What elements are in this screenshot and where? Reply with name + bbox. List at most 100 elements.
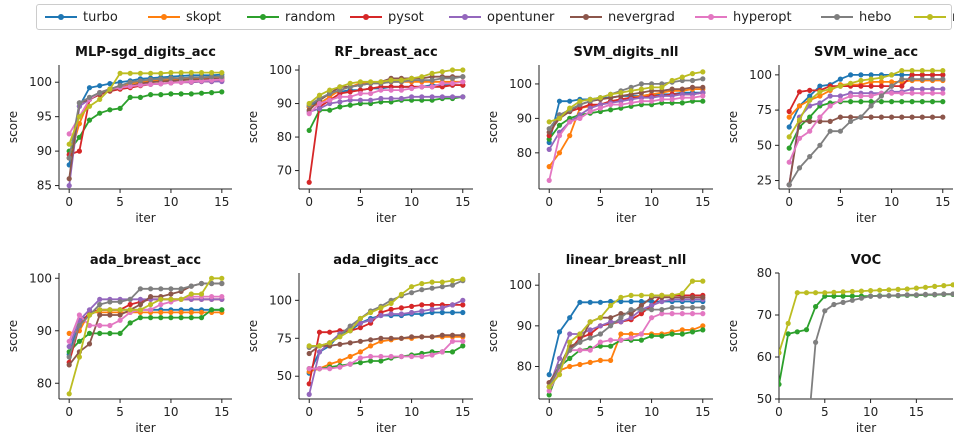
data-point-random <box>97 110 103 116</box>
y-tick-label: 75 <box>277 331 292 345</box>
data-point-nrbo <box>127 307 133 313</box>
chart-panel-3: SVM_wine_acc 0 5 10 15 25 50 75 100 iter score <box>726 45 953 225</box>
y-tick-label: 90 <box>517 111 532 125</box>
data-point-random <box>76 338 82 344</box>
data-point-hebo <box>689 77 696 84</box>
data-point-opentuner <box>460 297 466 303</box>
data-point-random <box>168 91 174 97</box>
x-tick-label: 5 <box>116 405 124 419</box>
data-point-opentuner <box>827 93 833 99</box>
data-point-nrbo <box>378 79 384 85</box>
data-point-nevergrad <box>409 334 415 340</box>
series-line-opentuner <box>308 95 463 113</box>
data-point-hyperopt <box>337 364 343 370</box>
data-point-hebo <box>137 78 143 84</box>
series-line-pysot <box>68 298 222 363</box>
data-point-pysot <box>796 89 803 95</box>
series-line-random <box>309 345 464 370</box>
data-point-nevergrad <box>378 335 384 341</box>
data-point-nevergrad <box>86 341 93 347</box>
data-point-hyperopt <box>848 93 854 99</box>
legend: turbo skopt random pysot opentuner nevergrad h… <box>36 4 954 30</box>
data-point-random <box>178 91 184 97</box>
data-point-random <box>219 307 225 313</box>
y-tick-label: 50 <box>277 369 292 383</box>
legend-label: nevergrad <box>608 9 675 25</box>
data-point-nrbo <box>638 86 645 92</box>
data-point-skopt <box>347 353 353 360</box>
data-point-hebo <box>419 287 425 293</box>
series-line-opentuner <box>548 298 703 388</box>
data-point-pysot <box>807 87 813 93</box>
data-point-hebo <box>449 75 456 81</box>
data-point-hyperopt <box>449 80 456 86</box>
data-point-nrbo <box>848 80 854 86</box>
data-point-pysot <box>127 301 133 308</box>
data-point-turbo <box>546 372 552 378</box>
data-point-hebo <box>209 74 215 80</box>
data-point-nevergrad <box>940 114 946 120</box>
data-point-random <box>107 107 113 113</box>
data-point-nrbo <box>439 69 445 75</box>
data-point-nrbo <box>219 70 225 76</box>
data-point-nrbo <box>76 114 82 120</box>
data-point-hebo <box>813 339 819 345</box>
data-point-hebo <box>209 280 215 287</box>
legend-label: hebo <box>859 9 892 25</box>
legend-marker <box>695 14 727 20</box>
data-point-nrbo <box>669 77 675 84</box>
y-tick-label: 25 <box>757 174 772 188</box>
series-line-pysot <box>308 303 463 384</box>
data-point-hyperopt <box>628 335 634 341</box>
series-line-skopt <box>68 311 222 335</box>
data-point-pysot <box>76 148 82 154</box>
data-point-hyperopt <box>357 355 363 361</box>
data-point-hebo <box>158 76 164 82</box>
data-point-hebo <box>137 286 143 292</box>
x-tick-label: 10 <box>863 405 878 419</box>
data-point-turbo <box>556 329 563 335</box>
data-point-skopt <box>700 323 706 329</box>
data-point-nrbo <box>460 276 466 282</box>
data-point-nrbo <box>659 84 665 90</box>
x-tick-label: 10 <box>884 195 899 209</box>
data-point-pysot <box>929 72 936 78</box>
data-point-nevergrad <box>689 294 696 300</box>
data-point-hebo <box>941 291 947 297</box>
data-point-nrbo <box>913 285 920 291</box>
data-point-random <box>337 104 343 110</box>
data-point-hyperopt <box>638 331 645 337</box>
data-point-pysot <box>868 83 874 89</box>
data-point-turbo <box>86 85 93 91</box>
series-line-skopt <box>548 324 704 388</box>
data-point-turbo <box>449 309 456 316</box>
data-point-random <box>148 315 154 321</box>
y-tick-label: 70 <box>757 308 772 322</box>
data-point-nevergrad <box>148 294 154 300</box>
data-point-random <box>608 107 614 113</box>
y-tick-label: 90 <box>517 319 532 333</box>
legend-marker <box>449 14 481 20</box>
data-point-skopt <box>188 309 194 315</box>
data-point-turbo <box>567 315 573 321</box>
x-axis-label: iter <box>135 211 155 225</box>
data-point-hyperopt <box>929 90 936 96</box>
data-point-opentuner <box>368 317 374 323</box>
series-line-hebo <box>308 75 463 106</box>
data-point-nrbo <box>649 292 655 298</box>
data-point-hebo <box>198 74 205 80</box>
data-point-random <box>794 329 800 335</box>
data-point-turbo <box>107 81 113 87</box>
legend-label: nrbo <box>952 10 954 25</box>
data-point-hyperopt <box>597 339 604 345</box>
data-point-random <box>188 315 194 321</box>
data-point-hyperopt <box>316 100 323 107</box>
data-point-hyperopt <box>700 311 706 317</box>
data-point-hyperopt <box>107 322 113 329</box>
data-point-hyperopt <box>546 388 552 394</box>
data-point-nevergrad <box>137 301 143 308</box>
data-point-nrbo <box>950 282 954 288</box>
chart-title: RF_breast_acc <box>334 45 437 60</box>
y-tick-label: 70 <box>277 164 292 178</box>
x-tick-label: 10 <box>163 195 178 209</box>
